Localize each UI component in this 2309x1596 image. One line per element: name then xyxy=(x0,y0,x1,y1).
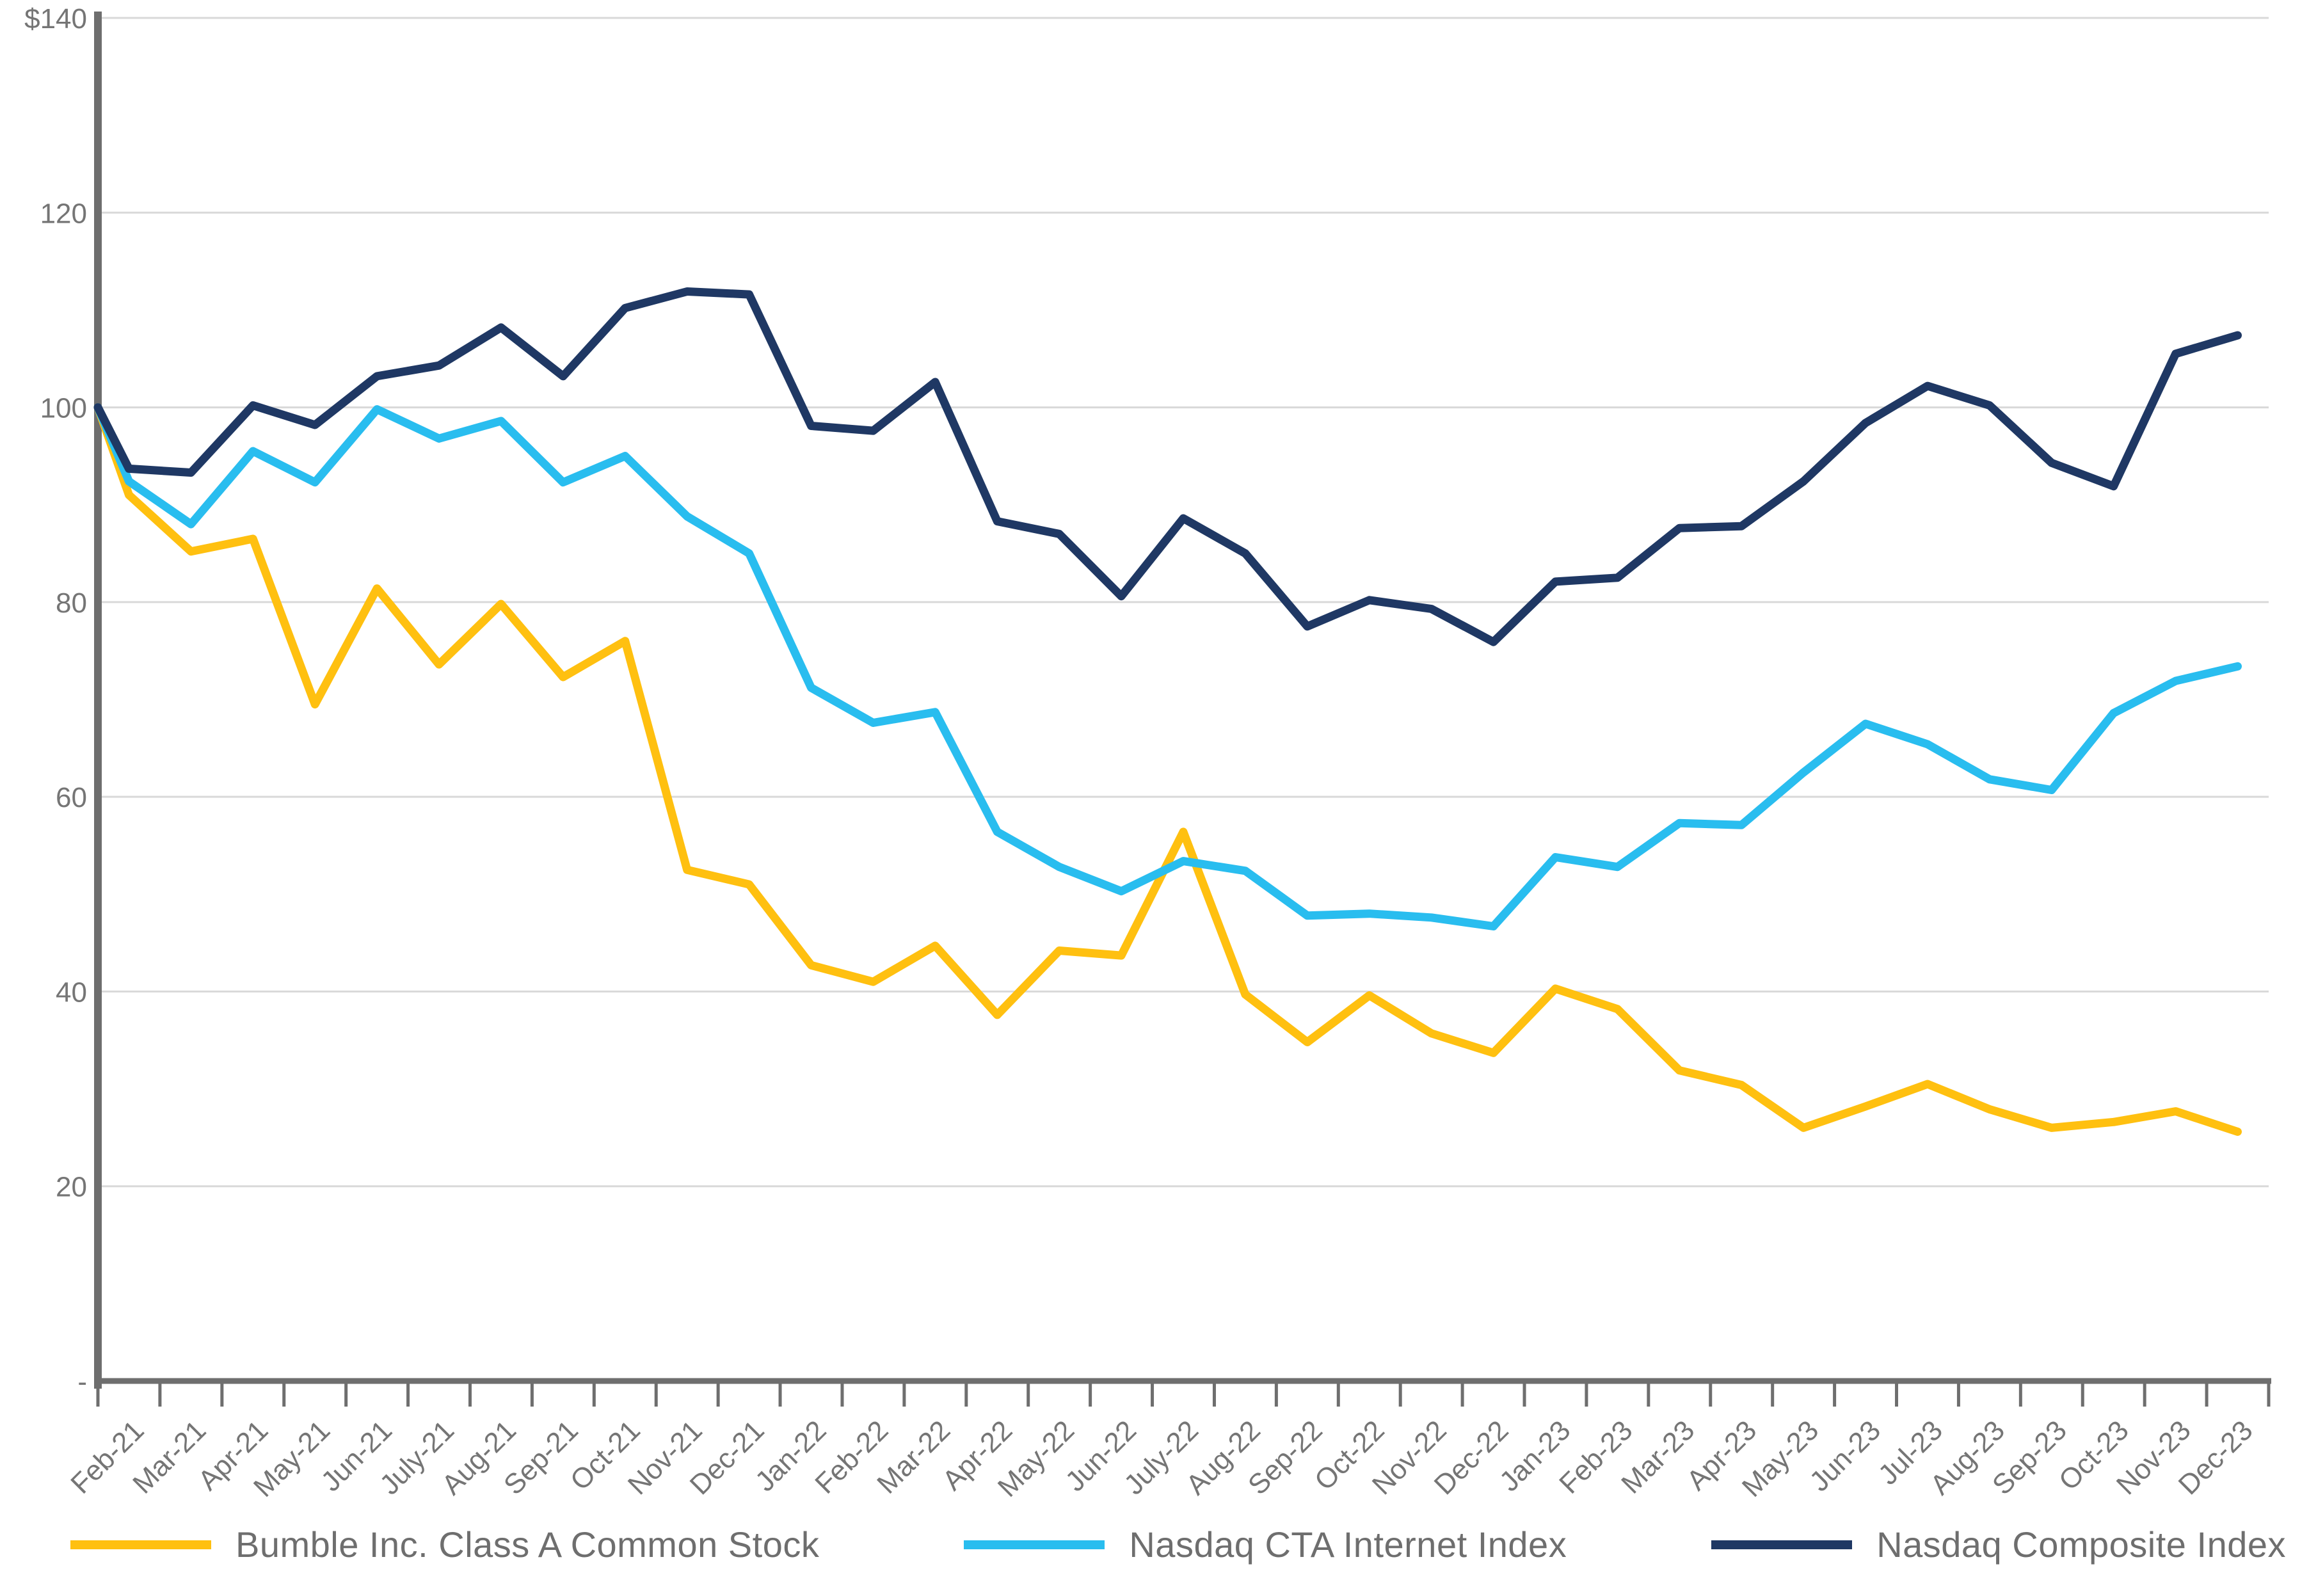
y-tick-label: - xyxy=(77,1366,87,1398)
y-tick-label: $140 xyxy=(24,3,87,35)
chart-line-nasdaq-composite xyxy=(93,287,2242,646)
chart-line-internet-index xyxy=(93,403,2242,930)
legend-label-internet-index: Nasdaq CTA Internet Index xyxy=(1129,1524,1567,1565)
legend-item-internet-index: Nasdaq CTA Internet Index xyxy=(964,1524,1567,1565)
y-tick-label: 120 xyxy=(40,198,87,229)
legend-swatch-bumble xyxy=(70,1540,211,1549)
y-tick-label: 20 xyxy=(56,1172,87,1203)
y-tick-label: 100 xyxy=(40,393,87,424)
y-tick-label: 80 xyxy=(56,587,87,619)
y-tick-label: 60 xyxy=(56,782,87,813)
legend-item-bumble: Bumble Inc. Class A Common Stock xyxy=(70,1524,819,1565)
axes xyxy=(94,12,2271,1407)
legend-swatch-nasdaq-composite xyxy=(1711,1540,1853,1549)
chart-line-bumble xyxy=(93,403,2242,1136)
y-axis-labels: $140 120 100 80 60 40 20 - xyxy=(24,3,87,1398)
legend-swatch-internet-index xyxy=(964,1540,1105,1549)
gridlines xyxy=(98,17,2269,1188)
chart-legend: Bumble Inc. Class A Common Stock Nasdaq … xyxy=(0,1524,2309,1565)
x-axis-labels: Feb-21Mar-21Apr-21May-21Jun-21July-21Aug… xyxy=(65,1414,2258,1503)
legend-label-nasdaq-composite: Nasdaq Composite Index xyxy=(1876,1524,2286,1565)
y-tick-label: 40 xyxy=(56,977,87,1008)
series-lines xyxy=(93,287,2242,1136)
legend-label-bumble: Bumble Inc. Class A Common Stock xyxy=(236,1524,820,1565)
legend-item-nasdaq-composite: Nasdaq Composite Index xyxy=(1711,1524,2286,1565)
x-tick-label: Jun-23 xyxy=(1803,1414,1887,1497)
